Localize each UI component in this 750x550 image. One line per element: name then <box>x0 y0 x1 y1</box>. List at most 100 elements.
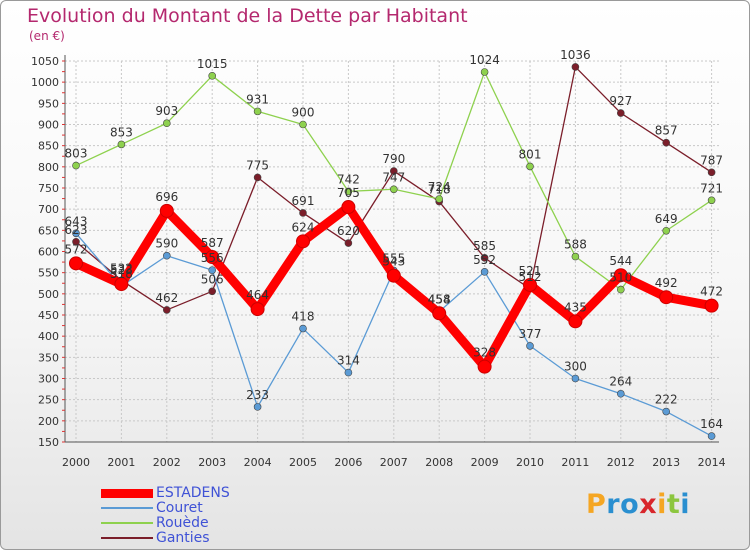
data-point <box>435 195 444 203</box>
y-tick-label: 600 <box>38 246 59 259</box>
data-label: 588 <box>564 238 587 252</box>
x-tick-label: 2011 <box>561 456 589 469</box>
x-tick-label: 2002 <box>153 456 181 469</box>
data-label: 314 <box>337 354 360 368</box>
legend-label: ESTADENS <box>156 485 230 501</box>
x-tick-label: 2007 <box>380 456 408 469</box>
data-label: 927 <box>609 94 632 108</box>
y-tick-label: 550 <box>38 267 59 280</box>
data-label: 518 <box>110 267 133 281</box>
data-point <box>707 168 716 177</box>
y-tick-label: 900 <box>38 119 59 132</box>
data-label: 696 <box>155 190 178 204</box>
data-label: 543 <box>382 255 405 269</box>
data-label: 721 <box>700 181 723 195</box>
data-label: 585 <box>473 239 496 253</box>
data-point <box>299 324 307 333</box>
data-point <box>389 185 398 194</box>
data-label: 532 <box>110 261 133 275</box>
data-label: 544 <box>609 254 632 268</box>
y-tick-label: 850 <box>38 140 59 153</box>
data-label: 747 <box>382 170 405 184</box>
y-tick-label: 1050 <box>31 55 59 68</box>
chart-title: Evolution du Montant de la Dette par Hab… <box>27 5 468 27</box>
data-point <box>386 268 401 283</box>
data-label: 705 <box>337 186 360 200</box>
y-tick-label: 350 <box>38 351 59 364</box>
data-point <box>707 196 716 205</box>
data-label: 691 <box>292 194 315 208</box>
data-point <box>662 138 671 147</box>
data-point <box>253 403 262 411</box>
data-point <box>296 234 310 249</box>
x-tick-label: 2001 <box>107 456 135 469</box>
y-tick-label: 950 <box>38 97 59 110</box>
x-tick-label: 2014 <box>698 456 726 469</box>
data-point <box>432 306 447 321</box>
data-point <box>114 277 129 292</box>
data-point <box>299 209 307 217</box>
data-label: 435 <box>564 300 587 314</box>
x-tick-label: 2010 <box>516 456 544 469</box>
data-point <box>571 374 580 383</box>
data-label: 903 <box>155 104 178 118</box>
data-point <box>253 173 262 182</box>
data-label: 775 <box>246 158 269 172</box>
data-label: 462 <box>155 291 178 305</box>
unit-label: (en €) <box>29 29 65 43</box>
data-label: 931 <box>246 92 269 106</box>
y-tick-label: 400 <box>38 330 59 343</box>
data-point <box>480 268 489 276</box>
data-point <box>344 187 353 196</box>
y-tick-label: 150 <box>38 436 59 449</box>
data-label: 572 <box>65 242 88 256</box>
y-tick-label: 650 <box>38 224 59 237</box>
y-tick-label: 300 <box>38 373 59 386</box>
data-point <box>389 167 398 175</box>
data-label: 624 <box>292 220 315 234</box>
x-tick-label: 2013 <box>652 456 680 469</box>
logo-letter: r <box>606 489 621 520</box>
data-label: 300 <box>564 360 587 374</box>
data-point <box>344 368 353 377</box>
data-label: 472 <box>700 285 723 299</box>
data-point <box>526 162 534 171</box>
data-point <box>616 109 625 117</box>
axes: 150 200 250 300 350 400 450 500 550 600 650 700 750 8… <box>31 55 726 469</box>
data-point <box>704 298 719 313</box>
data-label: 222 <box>655 393 678 407</box>
data-label: 555 <box>382 252 405 266</box>
data-label: 556 <box>201 251 224 265</box>
data-point <box>480 254 489 262</box>
data-label: 643 <box>65 214 88 228</box>
data-label: 590 <box>155 237 178 251</box>
logo-letter: o <box>620 489 640 520</box>
data-label: 464 <box>246 288 269 302</box>
data-label: 801 <box>519 147 542 161</box>
logo-letter: t <box>666 489 681 520</box>
x-tick-label: 2005 <box>289 456 317 469</box>
data-label: 521 <box>519 264 542 278</box>
y-tick-label: 700 <box>38 203 59 216</box>
legend-swatch <box>101 522 153 524</box>
data-point <box>571 63 580 71</box>
data-point <box>662 226 671 235</box>
proxiti-logo: Proxiti <box>586 489 690 520</box>
data-point <box>208 72 216 80</box>
legend-label: Rouède <box>156 515 209 531</box>
data-label: 900 <box>292 106 315 120</box>
data-point <box>526 342 534 350</box>
legend-swatch <box>101 507 153 509</box>
data-point <box>163 251 171 260</box>
data-point <box>568 314 583 329</box>
data-point <box>208 266 216 274</box>
y-tick-label: 1000 <box>31 76 59 89</box>
data-label: 803 <box>65 147 88 161</box>
x-tick-label: 2004 <box>244 456 272 469</box>
y-tick-label: 750 <box>38 182 59 195</box>
data-point <box>344 239 353 247</box>
data-point <box>208 287 216 296</box>
data-label: 328 <box>473 346 496 360</box>
data-point <box>72 237 80 246</box>
